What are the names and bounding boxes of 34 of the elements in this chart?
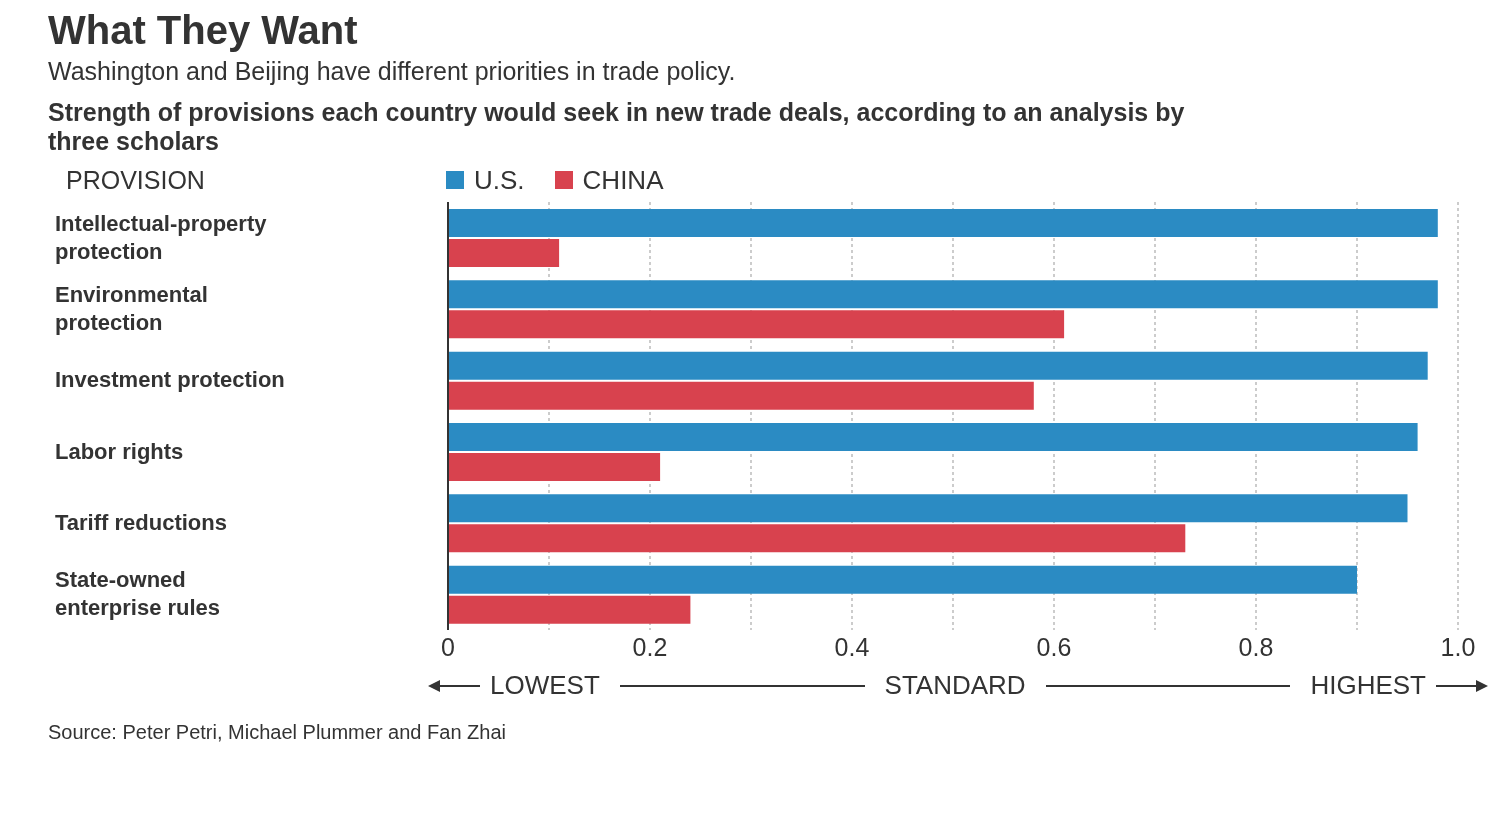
- text: HIGHEST: [1310, 670, 1426, 701]
- bar: [448, 310, 1065, 339]
- y-tick-label: State-owned enterprise rules: [55, 567, 221, 621]
- bar: [448, 351, 1428, 380]
- x-tick-label: 0.2: [632, 632, 668, 661]
- x-tick-label: 1.0: [1440, 632, 1476, 661]
- bar: [448, 524, 1186, 553]
- legend-label: U.S.: [473, 164, 525, 196]
- x-tick-label: 0: [441, 632, 455, 661]
- bar: [448, 565, 1357, 594]
- bar: [448, 239, 560, 267]
- x-tick-label: 0.8: [1238, 632, 1274, 661]
- chart-subtitle: Washington and Beijing have different priorities in trade policy.: [48, 57, 737, 86]
- legend-label: CHINA: [581, 164, 664, 196]
- chart-title: What They Want: [48, 8, 359, 53]
- x-tick-label: 0.6: [1036, 632, 1072, 661]
- text: Strength of provisions each country would seek in new trade deals, according to an analysis by three scholars: [48, 98, 1186, 156]
- y-axis-title: PROVISION: [65, 165, 206, 195]
- bar: [448, 280, 1438, 309]
- text: LOWEST: [490, 670, 600, 701]
- bar: [448, 595, 691, 624]
- bar: [448, 494, 1408, 523]
- bar: [448, 423, 1418, 451]
- y-tick-label: Investment protection: [55, 367, 285, 393]
- source-note: Source: Peter Petri, Michael Plummer and Fan Zhai: [48, 721, 507, 744]
- x-axis-title: STANDARD: [884, 670, 1026, 701]
- y-tick-label: Intellectual-property protection: [55, 210, 268, 264]
- bar: [448, 381, 1034, 410]
- bar: [448, 453, 661, 481]
- y-tick-label: Labor rights: [55, 438, 184, 464]
- x-tick-label: 0.4: [834, 632, 870, 661]
- bar: [448, 209, 1438, 237]
- y-tick-label: Tariff reductions: [55, 510, 227, 535]
- y-tick-label: Environmental protection: [55, 282, 208, 335]
